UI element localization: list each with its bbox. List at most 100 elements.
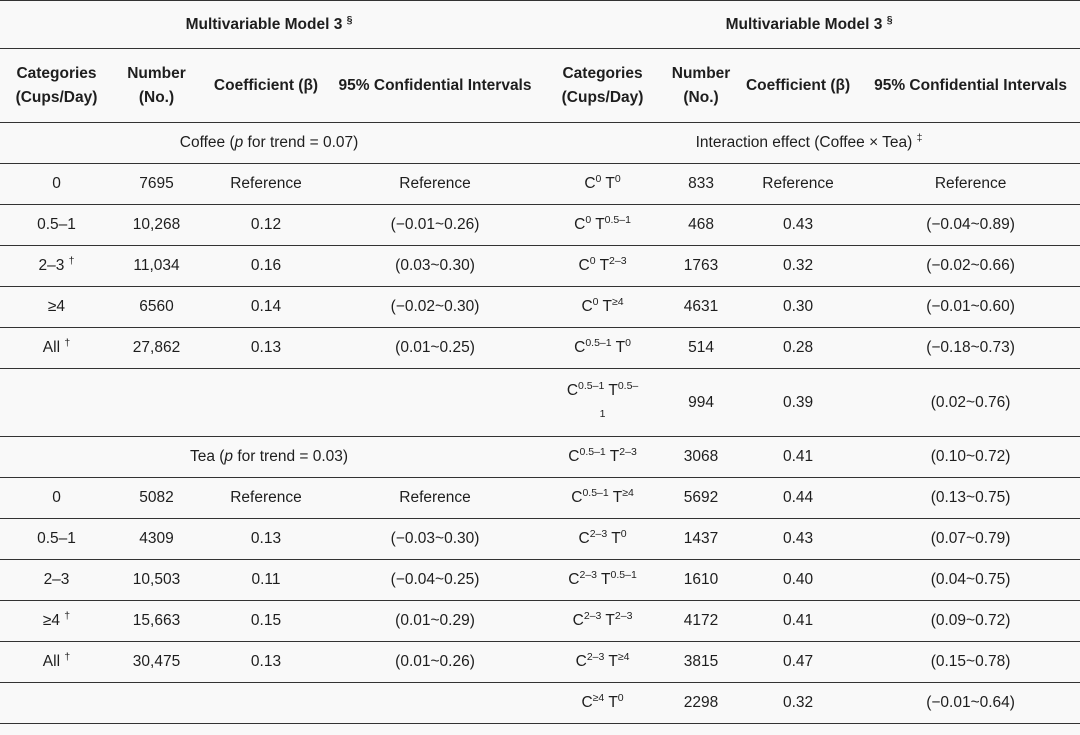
left-coefficient: 0.12 xyxy=(200,204,332,246)
left-ci: (−0.02~0.30) xyxy=(332,286,539,328)
left-category: 2–3 † xyxy=(0,245,113,287)
interaction-category: C0 T0 xyxy=(538,163,668,205)
left-category xyxy=(0,682,113,724)
table-row: All † 30,475 0.13 (0.01~0.26) C2–3 T≥4 3815 0.… xyxy=(0,641,1080,683)
interaction-ci: (0.15~0.78) xyxy=(861,641,1080,683)
interaction-coefficient: 0.30 xyxy=(735,286,862,328)
table-row: C0.5–1 T0.5– 1 994 0.39 (0.02~0.76) xyxy=(0,368,1080,437)
left-number: 10,503 xyxy=(113,559,200,601)
interaction-section-label: Interaction effect (Coffee × Tea) ‡ xyxy=(538,122,1080,164)
left-category: 0 xyxy=(0,477,113,519)
interaction-category: C2–3 T0.5–1 xyxy=(538,559,668,601)
interaction-ci: (−0.01~0.64) xyxy=(861,682,1080,724)
left-number: 30,475 xyxy=(113,641,200,683)
interaction-coefficient: 0.43 xyxy=(735,204,862,246)
interaction-ci: (0.02~0.76) xyxy=(861,368,1080,437)
left-number: 27,862 xyxy=(113,327,200,369)
table-row: 0 5082 Reference Reference C0.5–1 T≥4 5692 0.4… xyxy=(0,477,1080,519)
left-number: 4309 xyxy=(113,518,200,560)
left-coefficient: 0.13 xyxy=(200,518,332,560)
interaction-number: 1763 xyxy=(667,245,736,287)
left-coefficient: 0.15 xyxy=(200,600,332,642)
interaction-coefficient: 0.44 xyxy=(735,477,862,519)
interaction-ci: (−0.04~0.89) xyxy=(861,204,1080,246)
interaction-number: 1610 xyxy=(667,559,736,601)
table-row: C≥4 T0 2298 0.32 (−0.01~0.64) xyxy=(0,682,1080,724)
left-category: ≥4 † xyxy=(0,600,113,642)
left-category: ≥4 xyxy=(0,286,113,328)
interaction-number: 4172 xyxy=(667,600,736,642)
interaction-coefficient: 0.43 xyxy=(735,518,862,560)
left-number: 7695 xyxy=(113,163,200,205)
interaction-category: C2–3 T0 xyxy=(538,518,668,560)
left-coefficient: 0.13 xyxy=(200,641,332,683)
table-row: Tea (p for trend = 0.03) C0.5–1 T2–3 3068 0… xyxy=(0,436,1080,478)
interaction-coefficient: 0.41 xyxy=(735,436,862,478)
left-ci xyxy=(332,368,539,437)
col-number-right: Number (No.) xyxy=(667,48,736,123)
left-ci: (0.01~0.26) xyxy=(332,641,539,683)
col-ci-left: 95% Confidential Intervals xyxy=(332,48,539,123)
left-coefficient: 0.13 xyxy=(200,327,332,369)
left-ci: (−0.04~0.25) xyxy=(332,559,539,601)
interaction-ci: (0.10~0.72) xyxy=(861,436,1080,478)
interaction-number: 514 xyxy=(667,327,736,369)
interaction-coefficient: Reference xyxy=(735,163,862,205)
interaction-coefficient: 0.47 xyxy=(735,641,862,683)
col-coefficient-right: Coefficient (β) xyxy=(735,48,862,123)
left-ci: Reference xyxy=(332,163,539,205)
title-row: Multivariable Model 3 § Multivariable Mo… xyxy=(0,0,1080,49)
table-row: 0 7695 Reference Reference C0 T0 833 Reference… xyxy=(0,163,1080,205)
interaction-coefficient: 0.32 xyxy=(735,682,862,724)
interaction-number: 5692 xyxy=(667,477,736,519)
left-category: All † xyxy=(0,327,113,369)
table-row: 2–3 † 11,034 0.16 (0.03~0.30) C0 T2–3 1763 0.3… xyxy=(0,245,1080,287)
interaction-number: 994 xyxy=(667,368,736,437)
col-ci-right: 95% Confidential Intervals xyxy=(861,48,1080,123)
interaction-coefficient: 0.40 xyxy=(735,559,862,601)
left-coefficient: Reference xyxy=(200,477,332,519)
left-category: 0 xyxy=(0,163,113,205)
interaction-number: 3068 xyxy=(667,436,736,478)
interaction-coefficient: 0.41 xyxy=(735,600,862,642)
left-category: 2–3 xyxy=(0,559,113,601)
left-number: 10,268 xyxy=(113,204,200,246)
interaction-category: C0.5–1 T0 xyxy=(538,327,668,369)
interaction-number: 833 xyxy=(667,163,736,205)
interaction-category: C0 T2–3 xyxy=(538,245,668,287)
left-ci: Reference xyxy=(332,477,539,519)
interaction-number: 468 xyxy=(667,204,736,246)
left-ci: (−0.03~0.30) xyxy=(332,518,539,560)
left-category: 0.5–1 xyxy=(0,204,113,246)
interaction-number: 1437 xyxy=(667,518,736,560)
interaction-category: C2–3 T2–3 xyxy=(538,600,668,642)
interaction-ci: (−0.02~0.66) xyxy=(861,245,1080,287)
table-row: ≥4 † 15,663 0.15 (0.01~0.29) C2–3 T2–3 4172 0.… xyxy=(0,600,1080,642)
left-coefficient xyxy=(200,682,332,724)
left-coefficient: 0.14 xyxy=(200,286,332,328)
left-coefficient: Reference xyxy=(200,163,332,205)
interaction-ci: (0.13~0.75) xyxy=(861,477,1080,519)
coffee-section-label: Coffee (p for trend = 0.07) xyxy=(0,122,539,164)
left-number: 6560 xyxy=(113,286,200,328)
interaction-category: C0.5–1 T2–3 xyxy=(538,436,668,478)
left-number: 11,034 xyxy=(113,245,200,287)
left-number: 5082 xyxy=(113,477,200,519)
left-category: All † xyxy=(0,641,113,683)
interaction-ci: (0.09~0.72) xyxy=(861,600,1080,642)
left-ci: (0.01~0.25) xyxy=(332,327,539,369)
col-number-left: Number (No.) xyxy=(113,48,200,123)
section-row: Coffee (p for trend = 0.07) Interaction … xyxy=(0,122,1080,164)
left-ci: (0.01~0.29) xyxy=(332,600,539,642)
interaction-number: 4631 xyxy=(667,286,736,328)
left-category: 0.5–1 xyxy=(0,518,113,560)
interaction-ci: Reference xyxy=(861,163,1080,205)
interaction-ci: (−0.18~0.73) xyxy=(861,327,1080,369)
left-ci: (0.03~0.30) xyxy=(332,245,539,287)
interaction-category: C2–3 T≥4 xyxy=(538,641,668,683)
table-row: ≥4 6560 0.14 (−0.02~0.30) C0 T≥4 4631 0.30 (−0.… xyxy=(0,286,1080,328)
left-coefficient: 0.16 xyxy=(200,245,332,287)
interaction-ci: (0.04~0.75) xyxy=(861,559,1080,601)
tea-section-label: Tea (p for trend = 0.03) xyxy=(0,436,539,478)
